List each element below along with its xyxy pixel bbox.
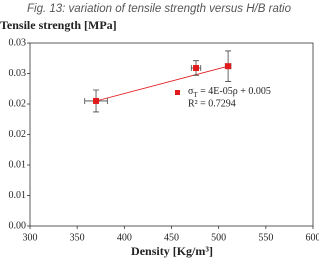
r-squared: R² = 0.7294 — [188, 98, 236, 109]
x-tick-label: 500 — [211, 232, 226, 243]
x-tick-label: 600 — [306, 232, 320, 243]
trendline — [95, 65, 229, 102]
y-tick-label: 0.03 — [9, 68, 27, 79]
point — [225, 63, 232, 70]
y-tick-label: 0.02 — [9, 129, 27, 140]
x-tick-label: 350 — [70, 232, 85, 243]
legend-marker — [175, 90, 180, 95]
point — [93, 97, 100, 104]
y-tick-label: 0.02 — [9, 98, 27, 109]
eq-subscript: T — [193, 91, 198, 99]
point — [193, 65, 200, 72]
x-tick-label: 300 — [23, 232, 38, 243]
x-tick-label: 450 — [164, 232, 179, 243]
x-tick-label: 400 — [117, 232, 132, 243]
y-tick-label: 0.01 — [9, 159, 27, 170]
y-tick-label: 0.03 — [9, 37, 27, 48]
plot-frame — [29, 42, 314, 227]
equation: σT = 4E-05ρ + 0.005 — [188, 86, 271, 98]
y-tick-label: 0.00 — [9, 220, 27, 231]
y-axis-label: Tensile strength [MPa] — [0, 18, 117, 32]
x-axis-label: Density [Kg/m³] — [131, 244, 213, 258]
eq-rest: = 4E-05ρ + 0.005 — [198, 86, 271, 97]
caption: Fig. 13: variation of tensile strength v… — [27, 3, 292, 15]
x-tick-label: 550 — [258, 232, 273, 243]
y-tick-label: 0.01 — [9, 190, 27, 201]
eq-symbol: σ — [188, 86, 194, 97]
